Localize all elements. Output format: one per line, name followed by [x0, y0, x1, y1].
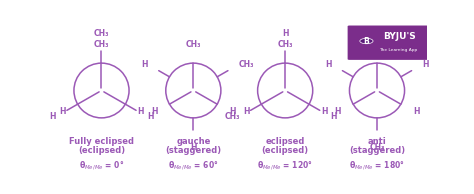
Text: θ$_{Me/Me}$ = 120°: θ$_{Me/Me}$ = 120° — [257, 159, 313, 171]
Circle shape — [360, 38, 373, 44]
Text: H: H — [422, 60, 429, 69]
Text: H: H — [413, 107, 419, 116]
Text: H: H — [229, 107, 236, 116]
Text: B: B — [364, 36, 369, 46]
Text: CH₃: CH₃ — [277, 40, 293, 49]
Text: H: H — [325, 60, 332, 69]
Text: H: H — [50, 112, 56, 121]
Text: H: H — [243, 107, 249, 116]
FancyBboxPatch shape — [347, 26, 428, 60]
Text: CH₃: CH₃ — [369, 40, 385, 49]
Text: Fully eclipsed: Fully eclipsed — [69, 137, 134, 146]
Text: H: H — [282, 29, 288, 38]
Text: CH₃: CH₃ — [186, 40, 201, 49]
Text: H: H — [59, 107, 66, 116]
Text: θ$_{Me/Me}$ = 0°: θ$_{Me/Me}$ = 0° — [79, 159, 124, 171]
Text: H: H — [190, 143, 197, 152]
Text: CH₃: CH₃ — [369, 143, 385, 152]
Text: H: H — [147, 112, 153, 121]
Text: CH₃: CH₃ — [94, 29, 109, 38]
Text: H: H — [137, 107, 144, 116]
Text: CH₃: CH₃ — [224, 112, 240, 121]
Text: eclipsed: eclipsed — [265, 137, 305, 146]
Text: (eclipsed): (eclipsed) — [78, 146, 125, 155]
Text: CH₃: CH₃ — [94, 40, 109, 49]
Text: BYJU'S: BYJU'S — [383, 32, 416, 41]
Text: H: H — [151, 107, 157, 116]
Text: H: H — [335, 107, 341, 116]
Text: H: H — [142, 60, 148, 69]
Text: θ$_{Me/Me}$ = 60°: θ$_{Me/Me}$ = 60° — [168, 159, 219, 171]
Text: The Learning App: The Learning App — [379, 48, 417, 52]
Text: CH₃: CH₃ — [239, 60, 254, 69]
Text: H: H — [321, 107, 328, 116]
Text: H: H — [330, 112, 337, 121]
Text: anti: anti — [368, 137, 386, 146]
Text: (eclipsed): (eclipsed) — [262, 146, 309, 155]
Text: gauche: gauche — [176, 137, 210, 146]
Text: (staggered): (staggered) — [165, 146, 221, 155]
Text: θ$_{Me/Me}$ = 180°: θ$_{Me/Me}$ = 180° — [349, 159, 405, 171]
Text: (staggered): (staggered) — [349, 146, 405, 155]
